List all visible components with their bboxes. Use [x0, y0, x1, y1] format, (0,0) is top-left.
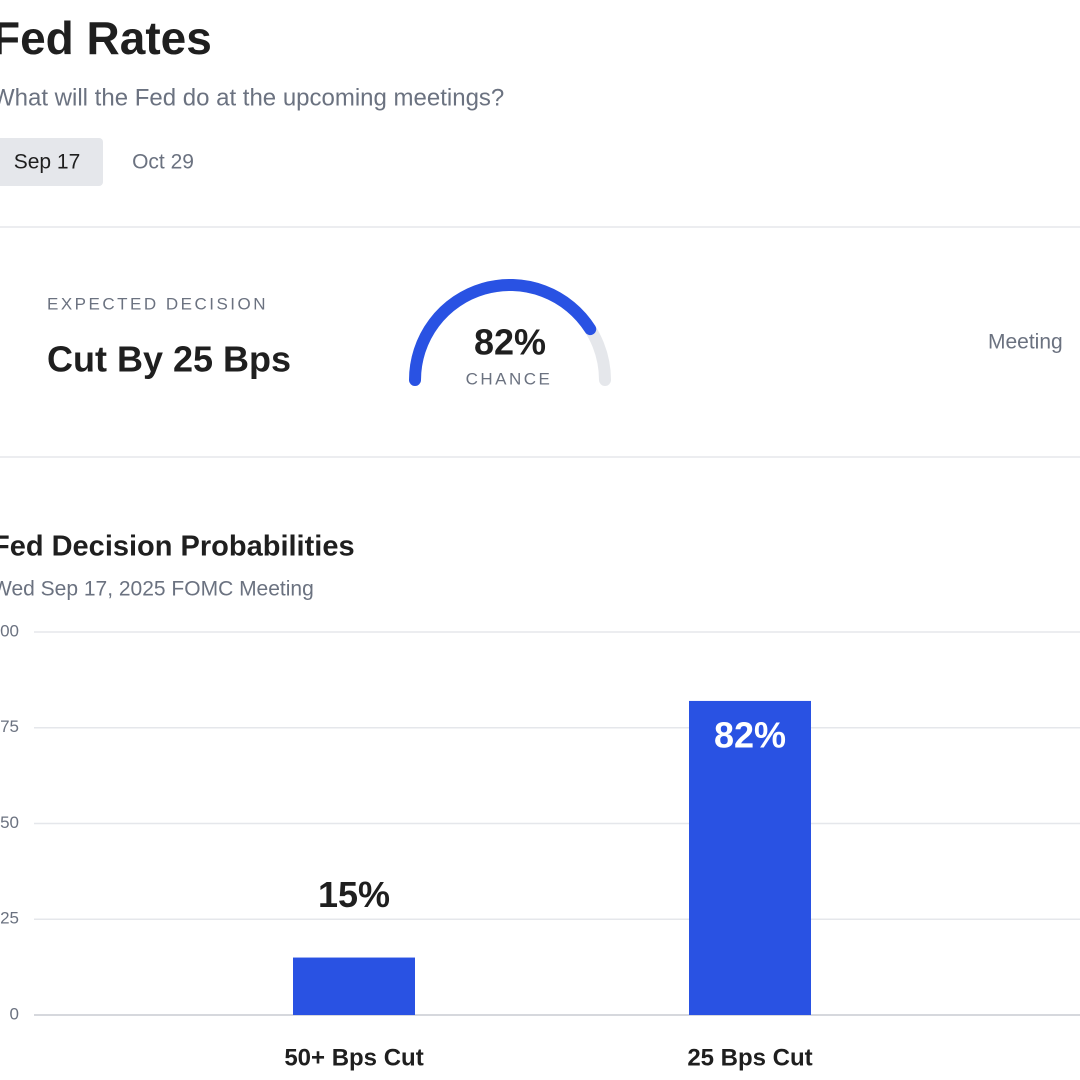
tab-selected-bg — [0, 138, 103, 186]
x-tick-label: 25 Bps Cut — [687, 1044, 812, 1071]
chart-title: Fed Decision Probabilities — [0, 531, 355, 563]
y-tick-label: 0 — [10, 1004, 19, 1023]
summary-decision: Cut By 25 Bps — [47, 339, 291, 380]
y-tick-label: 100 — [0, 621, 19, 640]
meeting-label: Meeting — [988, 331, 1063, 354]
y-tick-label: 25 — [0, 909, 19, 928]
page-subtitle: What will the Fed do at the upcoming mee… — [0, 84, 504, 111]
summary-label: EXPECTED DECISION — [47, 294, 268, 313]
page-title: Fed Rates — [0, 12, 212, 64]
y-tick-label: 50 — [0, 813, 19, 832]
chart-subtitle: Wed Sep 17, 2025 FOMC Meeting — [0, 578, 314, 601]
bar-value-label: 15% — [318, 874, 390, 915]
gauge-caption: CHANCE — [466, 369, 553, 388]
y-tick-label: 75 — [0, 717, 19, 736]
bar — [293, 957, 415, 1015]
x-tick-label: 50+ Bps Cut — [284, 1044, 423, 1071]
tab[interactable]: Oct 29 — [132, 151, 194, 174]
tab[interactable]: Sep 17 — [14, 151, 81, 174]
bar-value-label: 82% — [714, 714, 786, 755]
gauge-value: 82% — [474, 322, 546, 363]
bar — [689, 700, 811, 1015]
gauge-arc — [409, 279, 597, 386]
